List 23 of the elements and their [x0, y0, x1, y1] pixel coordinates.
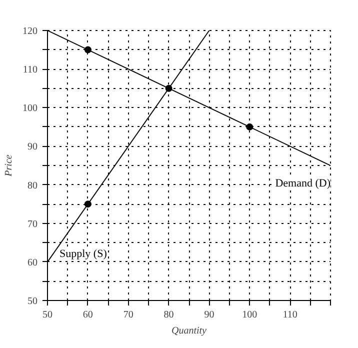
x-tick-label: 60	[82, 310, 93, 320]
y-axis-title: Price	[4, 154, 14, 178]
point	[165, 84, 172, 92]
y-tick-label: 60	[28, 257, 38, 268]
y-tick-label: 90	[28, 142, 38, 153]
point	[84, 200, 92, 208]
y-tick-label: 110	[22, 64, 38, 76]
x-tick-label: 70	[123, 310, 134, 320]
x-axis-title: Quantity	[172, 326, 208, 336]
y-tick-label: 70	[28, 218, 38, 230]
x-tick-label: 50	[42, 310, 52, 320]
x-tick-label: 100	[242, 310, 258, 320]
y-tick-label: 50	[28, 296, 38, 307]
series-label: Demand (D)	[275, 178, 331, 190]
y-tick-label: 80	[28, 180, 38, 192]
x-tick-label: 80	[164, 310, 174, 320]
y-tick-label: 120	[22, 26, 38, 37]
x-tick-label: 90	[204, 310, 214, 320]
point	[84, 46, 92, 54]
x-tick-label: 110	[282, 310, 298, 320]
series-label: Supply (S)	[60, 248, 108, 260]
point	[246, 123, 254, 130]
y-tick-label: 100	[22, 103, 38, 114]
